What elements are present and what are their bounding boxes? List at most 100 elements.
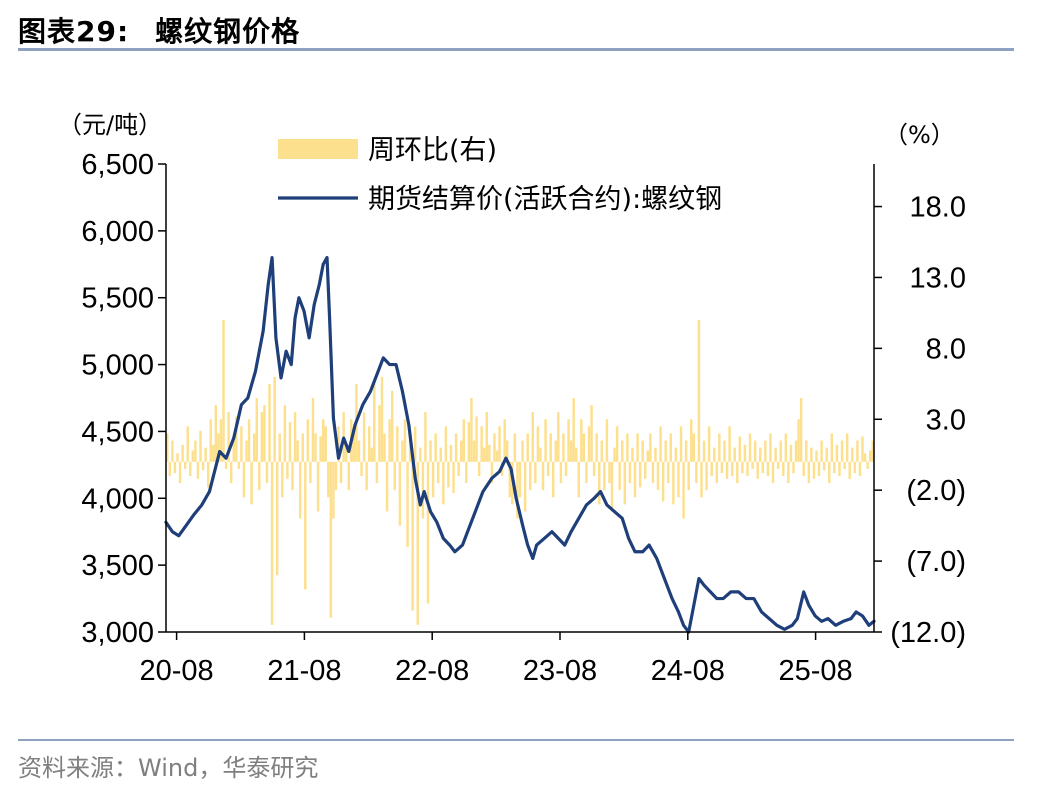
wow-bar — [667, 461, 670, 484]
wow-bar — [191, 450, 195, 462]
chart-canvas: 3,000 3,500 4,000 4,500 5,000 5,500 6,000 6,500… — [58, 111, 966, 687]
wow-bar — [825, 447, 828, 462]
wow-bar — [505, 440, 509, 462]
wow-bar — [766, 461, 770, 476]
wow-bar — [373, 383, 376, 462]
wow-bar — [401, 440, 404, 462]
wow-bar — [776, 461, 780, 469]
wow-bar — [684, 440, 688, 462]
wow-bar — [549, 433, 552, 462]
wow-bar — [383, 433, 386, 462]
wow-bar — [682, 461, 685, 519]
wow-bar — [321, 419, 325, 462]
wow-bar — [835, 444, 839, 462]
wow-bar — [513, 433, 517, 462]
wow-bar — [411, 461, 414, 611]
wow-bar — [799, 398, 803, 462]
x-axis-tick-label: 24-08 — [651, 655, 725, 687]
wow-bar — [242, 461, 246, 498]
wow-bar — [787, 461, 790, 484]
left-axis-tick-label: 4,000 — [81, 483, 154, 515]
wow-bar — [196, 461, 200, 479]
wow-bar — [853, 461, 857, 474]
wow-bar — [403, 419, 407, 462]
wow-bar — [603, 461, 606, 491]
wow-bar — [626, 433, 629, 462]
wow-bar — [396, 426, 399, 462]
wow-bar — [718, 433, 721, 462]
wow-bar — [194, 440, 197, 462]
wow-bar — [360, 461, 363, 476]
wow-bar — [595, 433, 598, 462]
wow-bar — [470, 398, 473, 462]
wow-bar — [730, 461, 734, 476]
wow-bar — [439, 447, 442, 462]
wow-bar — [759, 447, 762, 462]
wow-bar — [792, 461, 795, 474]
wow-bar — [871, 440, 874, 462]
wow-bar — [848, 461, 851, 479]
right-axis-tick-label: 3.0 — [926, 404, 966, 436]
wow-bar — [477, 461, 481, 476]
wow-bar — [283, 405, 287, 462]
wow-bar — [406, 461, 409, 547]
wow-bar — [575, 447, 578, 462]
wow-bar — [367, 426, 371, 462]
wow-bar — [582, 433, 586, 462]
wow-bar — [235, 416, 238, 462]
wow-bar — [536, 426, 540, 462]
wow-bar — [467, 422, 471, 462]
wow-bar — [633, 461, 637, 498]
wow-bar — [273, 376, 276, 462]
wow-bar — [337, 426, 340, 462]
wow-bar — [523, 461, 527, 512]
wow-bar — [769, 433, 772, 462]
wow-bar — [672, 461, 675, 505]
axes — [165, 164, 875, 633]
wow-bar — [661, 461, 665, 502]
wow-bar — [674, 447, 678, 462]
legend-label-wow: 周环比(右) — [368, 135, 497, 166]
wow-bar — [352, 433, 356, 462]
wow-bar — [370, 447, 373, 462]
wow-bar — [447, 461, 450, 488]
wow-bar — [697, 320, 701, 462]
wow-bar — [567, 419, 570, 462]
x-axis-tick-label: 25-08 — [779, 655, 853, 687]
wow-bar — [398, 461, 402, 526]
x-axis-tick-label: 21-08 — [267, 655, 341, 687]
wow-bar — [692, 433, 696, 462]
wow-bar — [559, 461, 563, 484]
wow-bar — [431, 461, 435, 498]
wow-bar — [475, 416, 478, 462]
wow-bar — [421, 461, 425, 519]
wow-bar — [357, 440, 361, 462]
wow-bar — [649, 433, 652, 462]
wow-bar — [429, 440, 432, 462]
wow-bar — [651, 461, 655, 484]
wow-bar — [713, 447, 716, 462]
wow-bar — [309, 461, 312, 484]
wow-bar — [186, 426, 189, 462]
wow-bar — [830, 433, 834, 462]
wow-bar — [204, 447, 207, 462]
wow-bar — [199, 430, 202, 462]
wow-bar — [459, 440, 463, 462]
price-line — [164, 256, 876, 634]
left-axis-tick-label: 5,500 — [81, 283, 154, 315]
wow-bar — [546, 461, 550, 476]
wow-bar — [183, 461, 187, 469]
wow-bar — [529, 461, 532, 491]
wow-bar — [608, 461, 611, 484]
right-axis-unit: （%） — [884, 121, 955, 149]
wow-bar — [552, 461, 555, 498]
wow-bar — [339, 461, 343, 484]
wow-bar — [311, 398, 315, 462]
wow-bar — [631, 447, 634, 462]
wow-bar — [166, 433, 169, 462]
wow-bar — [598, 461, 601, 505]
wow-bar — [173, 461, 177, 474]
right-axis-tick-label: 8.0 — [926, 333, 966, 365]
wow-bar — [237, 461, 241, 469]
wow-bar — [521, 440, 524, 462]
